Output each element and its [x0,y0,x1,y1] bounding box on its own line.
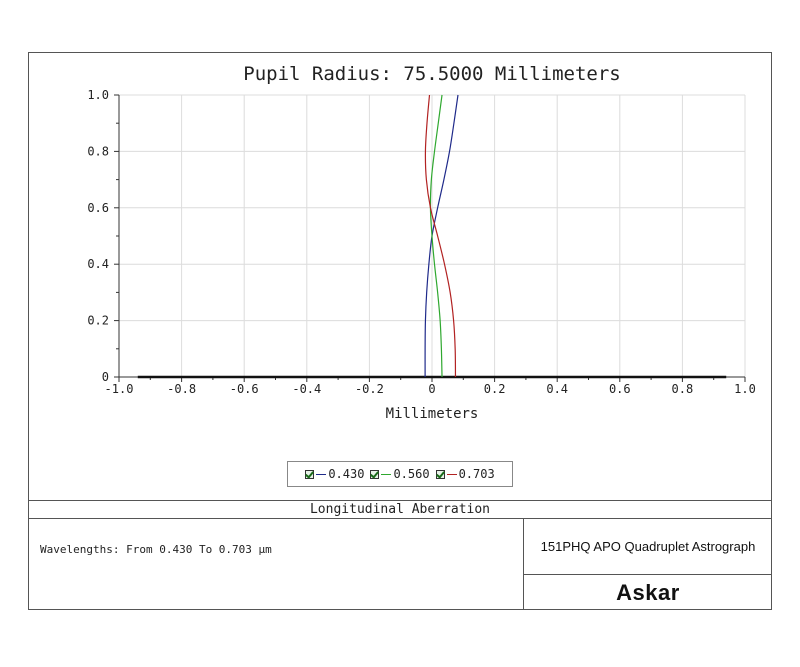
x-tick-label: -1.0 [105,382,134,396]
y-tick-label: 0.6 [87,201,109,215]
divider [523,574,772,575]
divider [523,519,524,610]
x-tick-label: -0.4 [292,382,321,396]
axes [114,94,746,382]
chart: -1.0 -0.8 -0.6 -0.4 -0.2 0 0.2 0.4 0.6 0.8 1.0 0 0.2… [87,63,756,422]
y-tick-label: 0.8 [87,144,109,158]
legend-line-icon [316,473,327,475]
x-tick-label: -0.2 [355,382,384,396]
legend-label: 0.560 [393,467,430,481]
legend-label: 0.430 [328,467,365,481]
legend-item-0560[interactable]: 0.560 [370,467,430,481]
x-tick-label: 0.6 [609,382,631,396]
x-tick-label: -0.6 [230,382,259,396]
x-tick-label: -0.8 [167,382,196,396]
y-tick-label: 0 [102,370,109,384]
y-tick-label: 0.4 [87,257,109,271]
x-tick-label: 0.4 [546,382,568,396]
legend-item-0430[interactable]: 0.430 [305,467,364,481]
x-tick-label: 1.0 [734,382,756,396]
legend-line-icon [446,473,457,475]
legend-line-icon [381,473,392,475]
checkbox-icon[interactable] [435,469,445,479]
legend: 0.430 0.560 0.703 [287,461,513,487]
chart-frame [28,52,772,610]
series-line-0430 [424,94,459,378]
x-tick-label: 0.8 [672,382,694,396]
product-name: 151PHQ APO Quadruplet Astrograph [540,539,756,554]
x-tick-label: 0 [428,382,435,396]
plot-caption: Longitudinal Aberration [28,500,772,519]
tick-labels: -1.0 -0.8 -0.6 -0.4 -0.2 0 0.2 0.4 0.6 0.8 1.0 0 0.2… [87,88,756,396]
x-axis-label: Millimeters [386,406,479,422]
y-tick-label: 1.0 [87,88,109,102]
y-tick-label: 0.2 [87,314,109,328]
series-lines [424,94,459,378]
chart-title: Pupil Radius: 75.5000 Millimeters [243,63,621,85]
series-line-0703 [424,94,457,378]
x-tick-label: 0.2 [484,382,506,396]
legend-label: 0.703 [458,467,495,481]
checkbox-icon[interactable] [370,469,380,479]
legend-item-0703[interactable]: 0.703 [435,467,495,481]
wavelengths-info: Wavelengths: From 0.430 To 0.703 µm [40,543,272,556]
brand-logo: Askar [616,579,680,605]
series-line-0560 [429,94,443,378]
checkbox-icon[interactable] [305,469,315,479]
